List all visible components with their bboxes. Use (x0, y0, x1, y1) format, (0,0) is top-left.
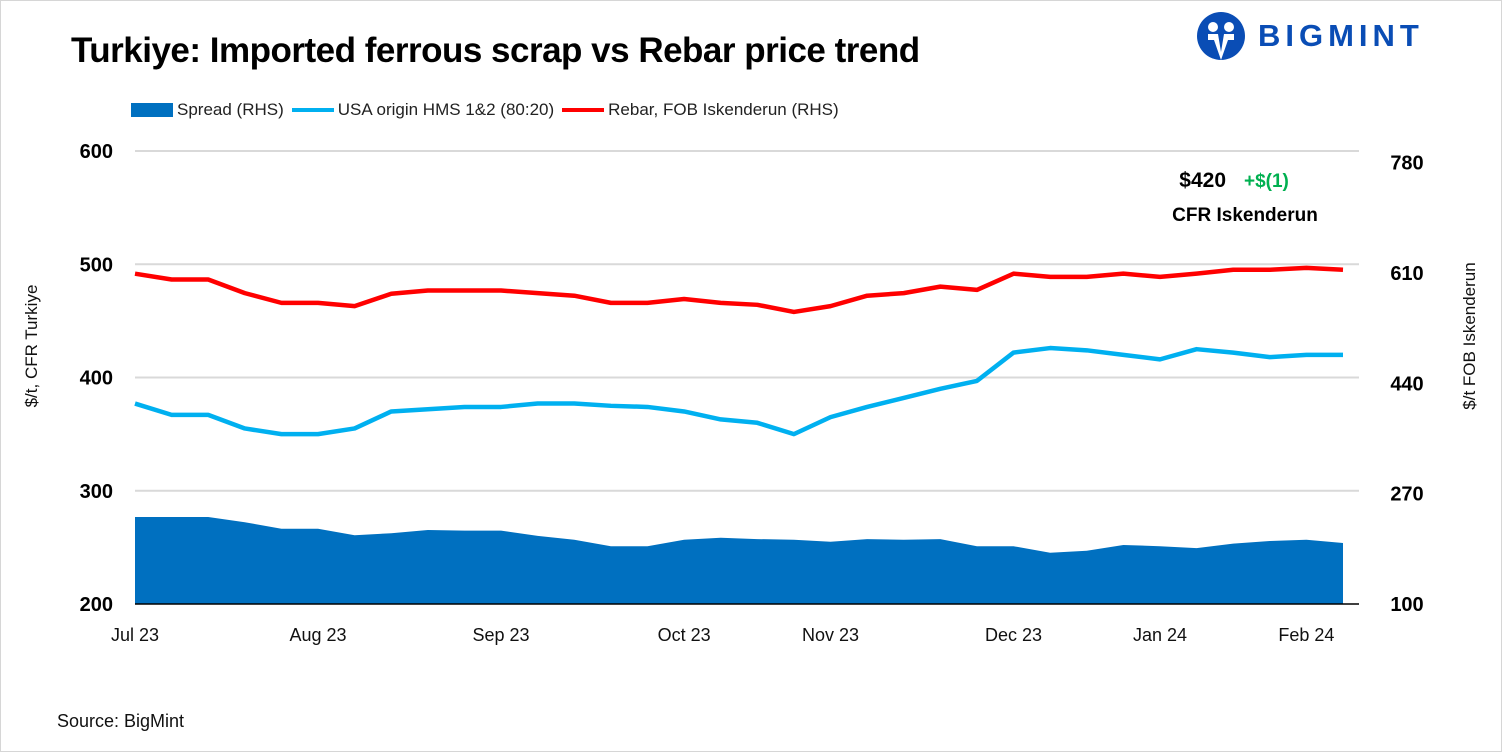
x-tick-label: Dec 23 (985, 625, 1042, 645)
x-tick-label: Feb 24 (1278, 625, 1334, 645)
bigmint-logo: BIGMINT (1196, 11, 1424, 61)
hms-scrap-line (134, 345, 1343, 437)
left-tick-label: 200 (80, 594, 113, 616)
logo-text: BIGMINT (1258, 18, 1424, 53)
right-axis-title: $/t FOB Iskenderun (1460, 262, 1479, 409)
legend-swatch (562, 108, 605, 112)
x-tick-label: Aug 23 (289, 625, 346, 645)
logo-icon (1197, 12, 1245, 60)
left-axis-title: $/t, CFR Turkiye (22, 285, 41, 408)
annotation-change: +$(1) (1244, 171, 1289, 192)
x-tick-label: Jan 24 (1133, 625, 1187, 645)
legend-label: Rebar, FOB Iskenderun (RHS) (608, 100, 839, 119)
right-tick-label: 780 (1390, 153, 1423, 175)
legend-label: USA origin HMS 1&2 (80:20) (337, 100, 555, 119)
x-tick-label: Oct 23 (658, 625, 711, 645)
legend-swatch (131, 103, 173, 117)
legend-item-spread: Spread (RHS) (131, 100, 284, 120)
right-tick-label: 610 (1390, 263, 1423, 285)
legend-swatch (291, 108, 334, 112)
legend-label: Spread (RHS) (177, 100, 284, 119)
right-tick-label: 100 (1390, 594, 1423, 616)
right-tick-label: 270 (1390, 484, 1423, 506)
rebar-line (134, 265, 1344, 315)
x-tick-label: Sep 23 (473, 625, 530, 645)
left-tick-label: 400 (80, 368, 113, 390)
plot-area: 200 300 400 500 600 100 270 440 610 780 Jul 23 Aug … (22, 141, 1479, 645)
annotation-label: CFR Iskenderun (1172, 205, 1318, 226)
spread-area (135, 517, 1343, 604)
left-tick-label: 600 (80, 141, 113, 163)
x-tick-label: Nov 23 (802, 625, 859, 645)
x-tick-label: Jul 23 (111, 625, 159, 645)
legend: Spread (RHS) USA origin HMS 1&2 (80:20) … (131, 100, 847, 120)
left-tick-label: 500 (80, 254, 113, 276)
left-tick-label: 300 (80, 481, 113, 503)
right-tick-label: 440 (1390, 373, 1423, 395)
legend-item-rebar: Rebar, FOB Iskenderun (RHS) (562, 100, 839, 120)
annotation-price: $420 (1179, 169, 1226, 192)
legend-item-hms: USA origin HMS 1&2 (80:20) (291, 100, 555, 120)
source-note: Source: BigMint (57, 711, 185, 731)
chart-title: Turkiye: Imported ferrous scrap vs Rebar… (71, 31, 920, 70)
